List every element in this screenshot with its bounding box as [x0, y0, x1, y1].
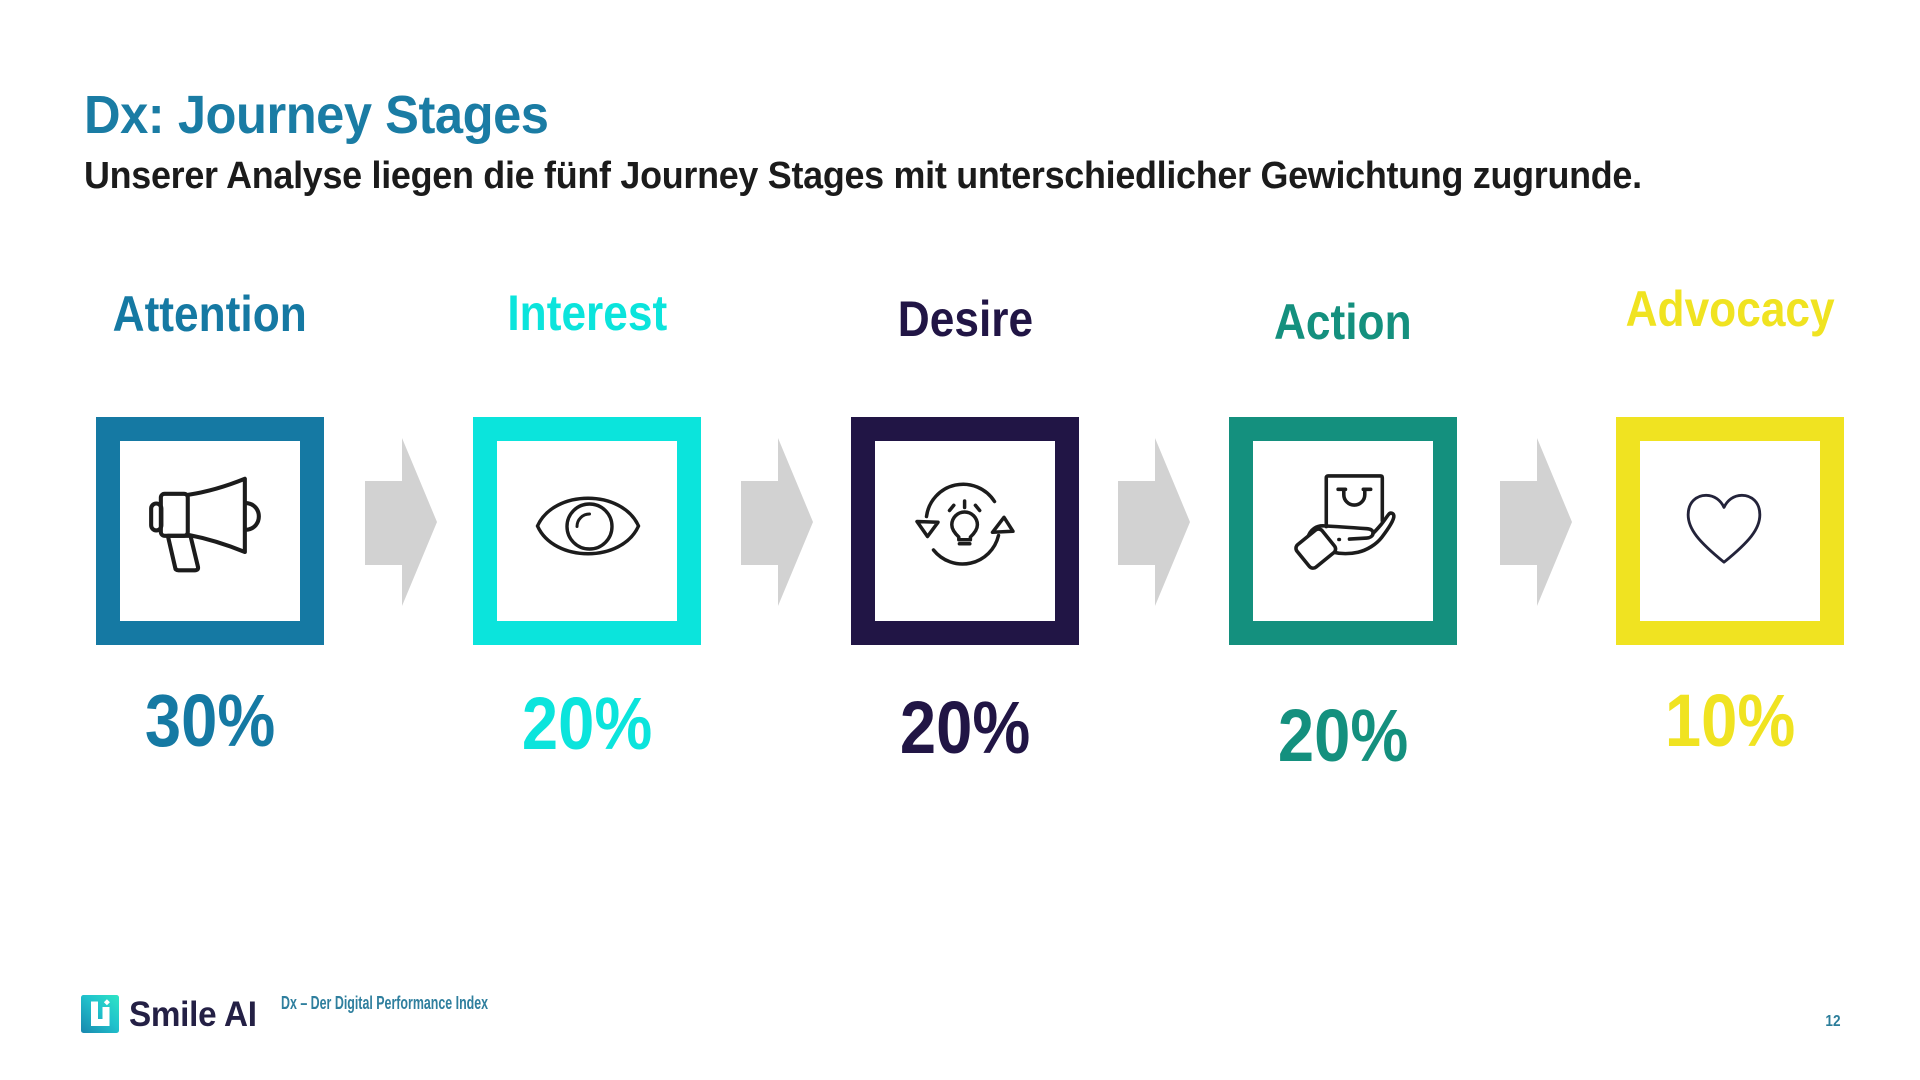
- stage-label-text: Attention: [112, 286, 308, 342]
- stage-label-text: Interest: [507, 285, 667, 341]
- stage-weight-text: 20%: [1277, 694, 1409, 777]
- megaphone-icon: [149, 476, 261, 572]
- page-title: Dx: Journey Stages: [84, 85, 549, 145]
- stage-interest: Interest 20%: [427, 0, 747, 800]
- stage-label: Advocacy: [1570, 284, 1890, 334]
- page-number: 12: [1825, 1013, 1841, 1030]
- subtitle: Unserer Analyse liegen die fünf Journey …: [84, 155, 1642, 197]
- stage-attention: Attention 30%: [50, 0, 370, 800]
- stage-box-action: [1229, 417, 1457, 645]
- stage-weight-text: 30%: [144, 679, 276, 762]
- stage-weight-text: 20%: [521, 682, 653, 765]
- stage-weight: 20%: [805, 691, 1125, 765]
- stage-label: Action: [1183, 297, 1503, 347]
- stage-box-attention: [96, 417, 324, 645]
- stage-weight-text: 20%: [899, 686, 1031, 769]
- stage-box-interest: [473, 417, 701, 645]
- idea-cycle-icon: [914, 482, 1015, 566]
- flow-arrow-4: [1500, 438, 1572, 606]
- flow-arrow-2: [741, 438, 813, 606]
- flow-arrow-3: [1118, 438, 1190, 606]
- stage-label-text: Advocacy: [1625, 281, 1835, 337]
- flow-arrow-1: [365, 438, 437, 606]
- stage-label: Interest: [427, 288, 747, 338]
- stage-label-text: Desire: [897, 291, 1033, 347]
- stage-label-text: Action: [1274, 294, 1412, 350]
- stage-desire: Desire 20%: [805, 0, 1125, 800]
- heart-icon: [1686, 493, 1762, 564]
- stage-box-desire: [851, 417, 1079, 645]
- stage-weight: 20%: [427, 687, 747, 761]
- smile-ai-logo-icon: [81, 995, 119, 1033]
- stage-label: Attention: [50, 289, 370, 339]
- deck-title: Dx – Der Digital Performance Index: [281, 993, 489, 1013]
- brand-name: Smile AI: [129, 995, 257, 1034]
- eye-icon: [535, 496, 641, 556]
- stage-advocacy: Advocacy 10%: [1570, 0, 1890, 800]
- stage-weight: 20%: [1183, 699, 1503, 773]
- stage-weight: 10%: [1570, 684, 1890, 758]
- stage-action: Action 20%: [1183, 0, 1503, 800]
- stage-label: Desire: [805, 294, 1125, 344]
- hand-bag-icon: [1294, 473, 1396, 570]
- stage-box-advocacy: [1616, 417, 1844, 645]
- stage-weight-text: 10%: [1664, 679, 1796, 762]
- stage-weight: 30%: [50, 684, 370, 758]
